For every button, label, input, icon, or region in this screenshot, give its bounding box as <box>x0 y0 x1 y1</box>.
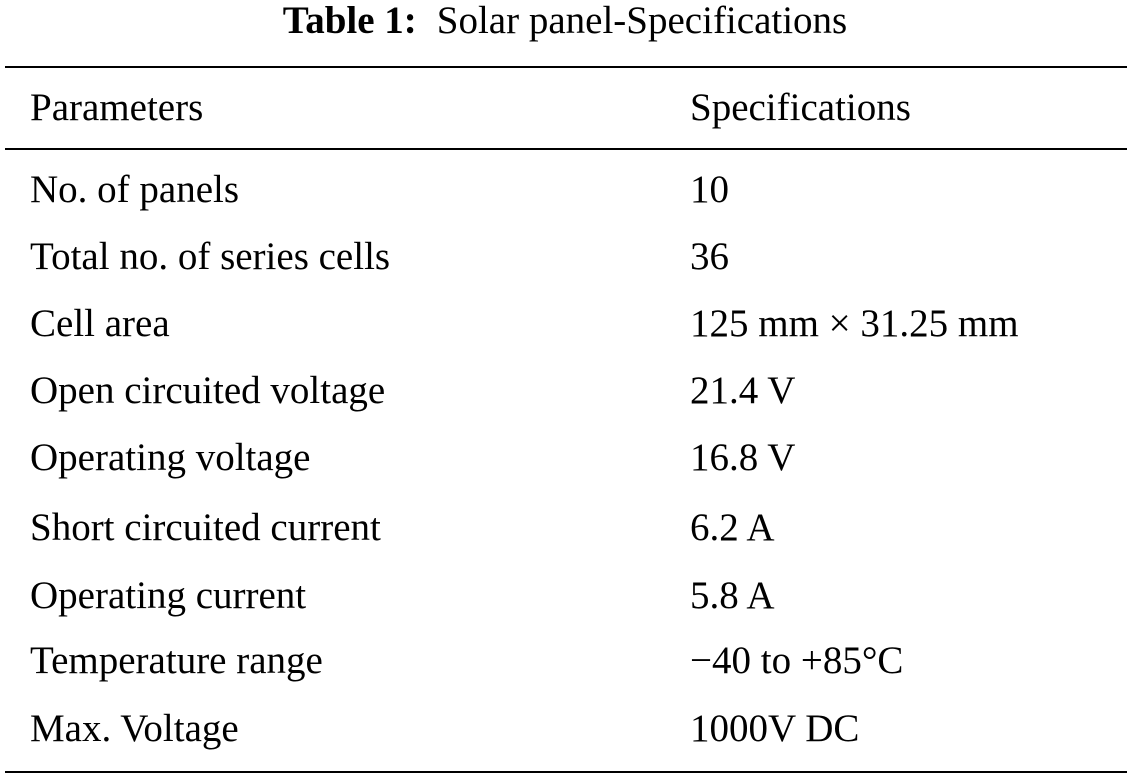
header-parameters: Parameters <box>30 86 204 129</box>
table-row-specification: 36 <box>690 235 729 278</box>
table-row-specification: 16.8 V <box>690 436 796 479</box>
table-row-specification: 10 <box>690 168 729 211</box>
table-bottom-rule <box>5 771 1127 773</box>
table-row-parameter: Open circuited voltage <box>30 369 386 412</box>
table-row-specification: 125 mm × 31.25 mm <box>690 302 1019 345</box>
table-top-rule <box>5 66 1127 68</box>
table-row-parameter: Operating current <box>30 574 307 617</box>
table-row-parameter: Temperature range <box>30 639 323 682</box>
table-header-rule <box>5 148 1127 150</box>
table-row-parameter: Operating voltage <box>30 436 311 479</box>
table-row-parameter: No. of panels <box>30 168 240 211</box>
table-caption: Table 1: Solar panel-Specifications <box>0 0 1130 48</box>
table-caption-label: Table 1: <box>282 0 417 42</box>
table-row-specification: 6.2 A <box>690 506 775 549</box>
header-specifications: Specifications <box>690 86 911 129</box>
table-row-parameter: Total no. of series cells <box>30 235 391 278</box>
table-row-specification: −40 to +85°C <box>690 639 904 682</box>
table-row-parameter: Short circuited current <box>30 506 381 549</box>
table-row-specification: 21.4 V <box>690 369 796 412</box>
table-row-parameter: Cell area <box>30 302 170 345</box>
table-caption-text: Solar panel-Specifications <box>436 0 848 42</box>
table-row-specification: 1000V DC <box>690 707 860 750</box>
table-row-parameter: Max. Voltage <box>30 707 239 750</box>
table-row-specification: 5.8 A <box>690 574 775 617</box>
